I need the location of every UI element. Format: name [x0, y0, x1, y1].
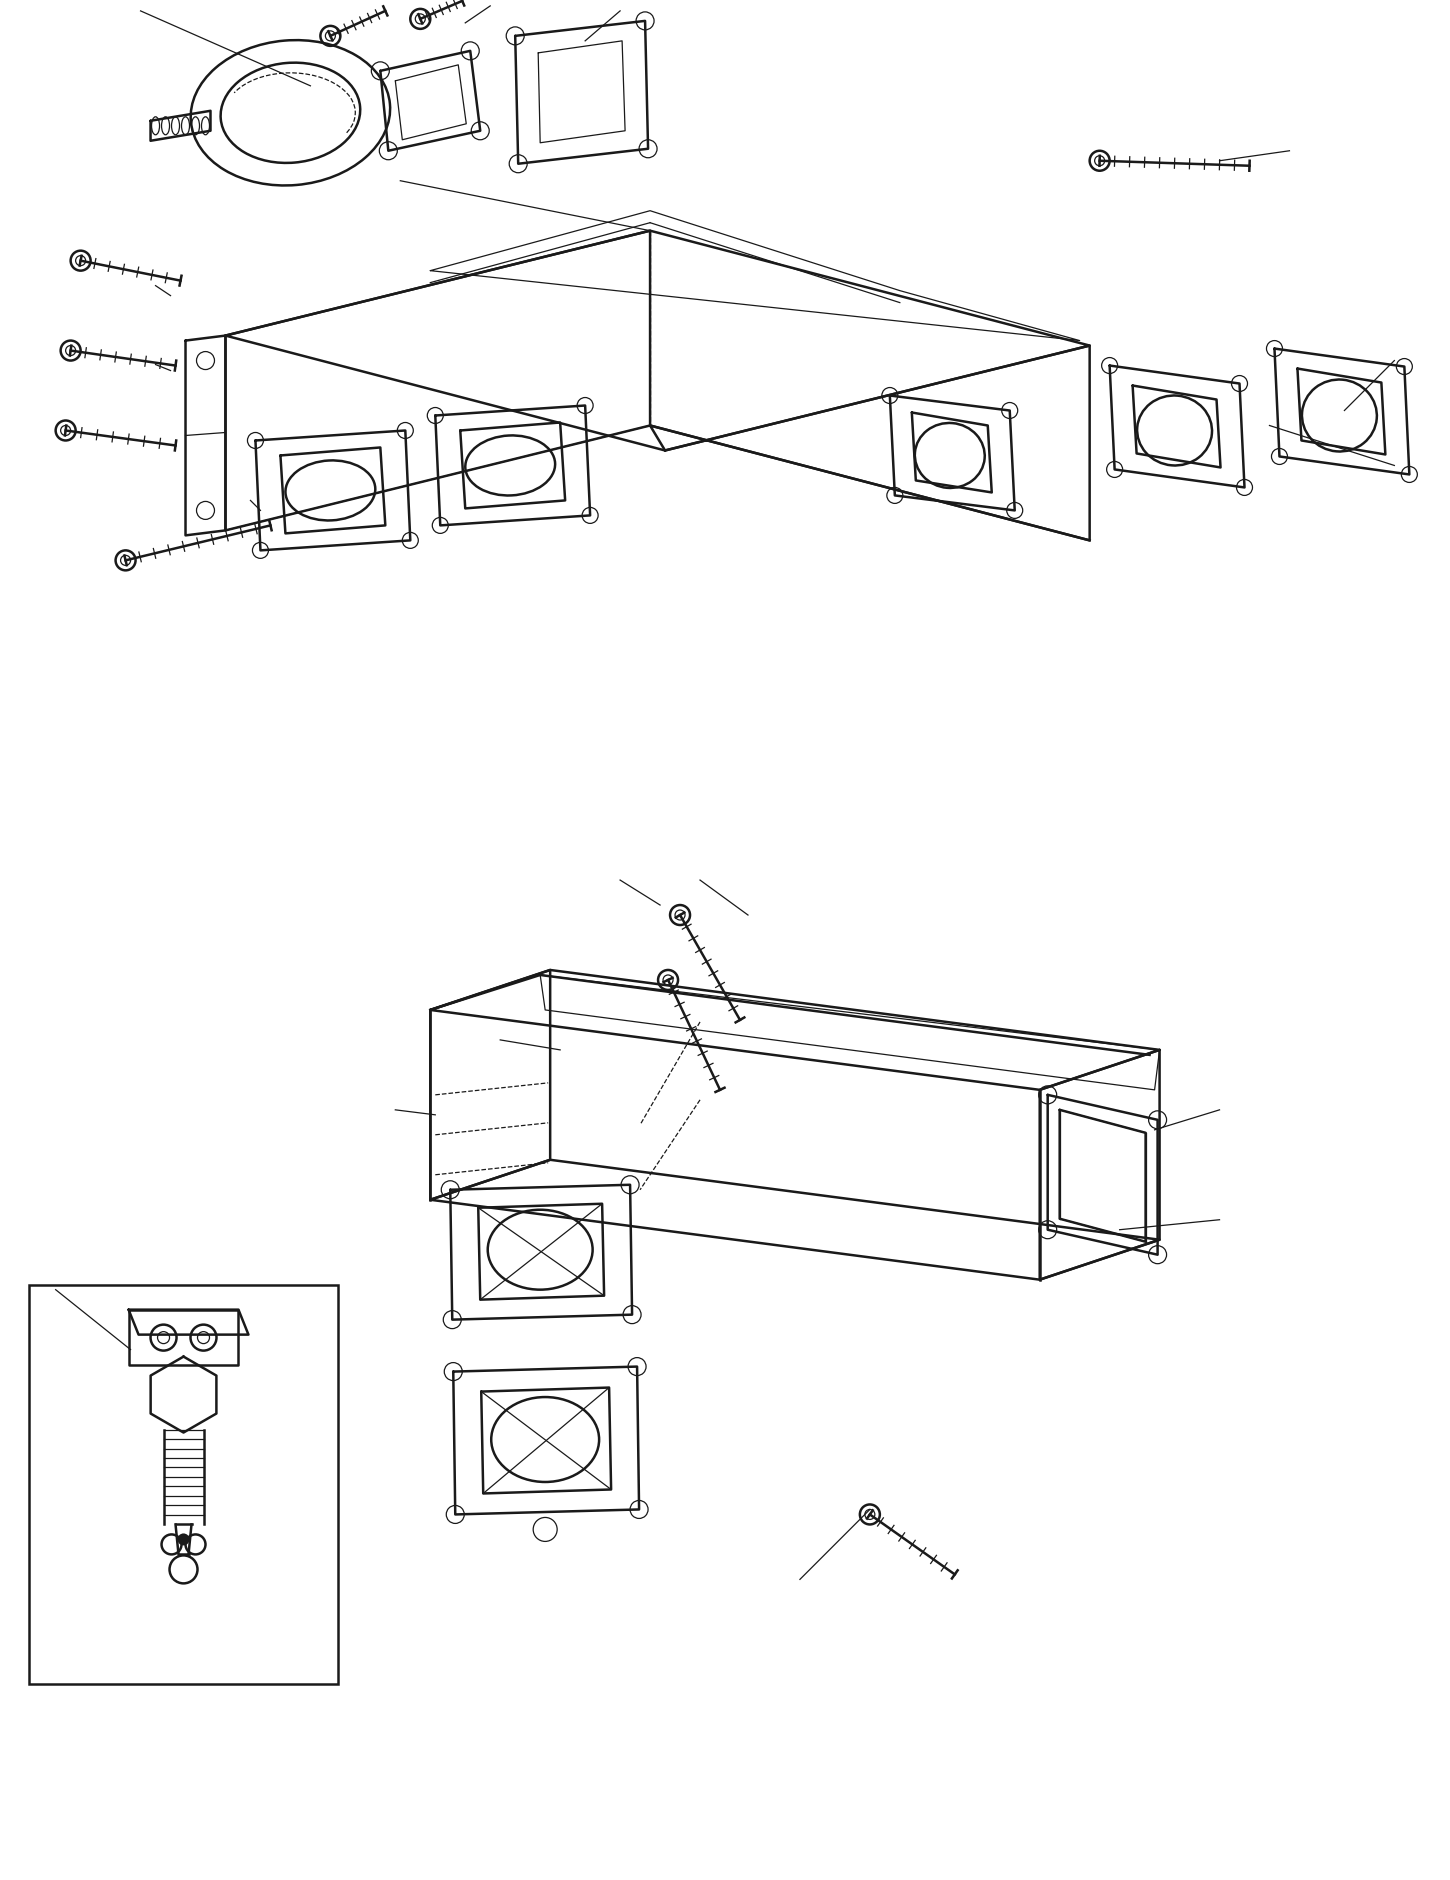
Bar — [29, 1286, 338, 1684]
Circle shape — [177, 1534, 190, 1545]
